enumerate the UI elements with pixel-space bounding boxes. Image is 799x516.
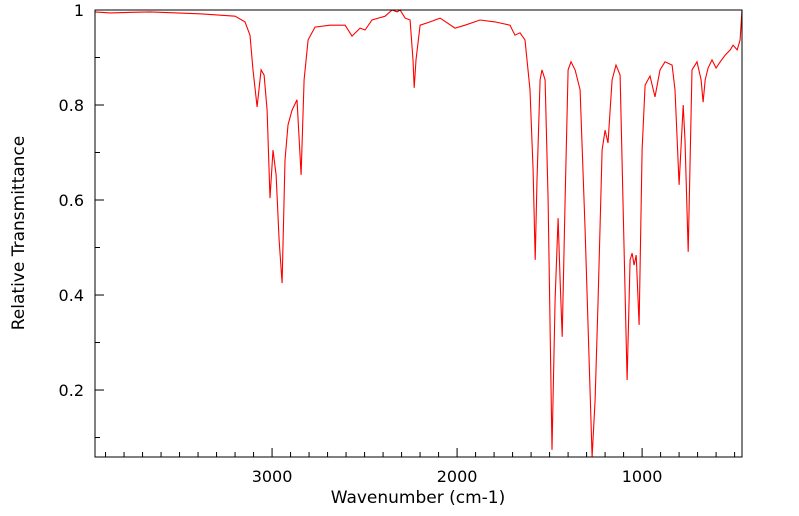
x-tick-label: 2000: [437, 467, 478, 486]
tick-labels: 3000 2000 1000 0.2 0.4 0.6 0.8 1: [59, 1, 663, 486]
spectrum-line: [94, 9, 743, 458]
y-tick-label: 0.2: [59, 381, 84, 400]
y-tick-label: 0.8: [59, 96, 84, 115]
y-axis-label: Relative Transmittance: [9, 136, 29, 331]
y-tick-label: 0.6: [59, 191, 84, 210]
y-tick-label: 1: [74, 1, 84, 20]
x-tick-label: 3000: [252, 467, 293, 486]
y-tick-label: 0.4: [59, 286, 84, 305]
plot-frame: [94, 9, 743, 458]
x-axis-label: Wavenumber (cm-1): [331, 488, 506, 508]
x-tick-label: 1000: [622, 467, 663, 486]
